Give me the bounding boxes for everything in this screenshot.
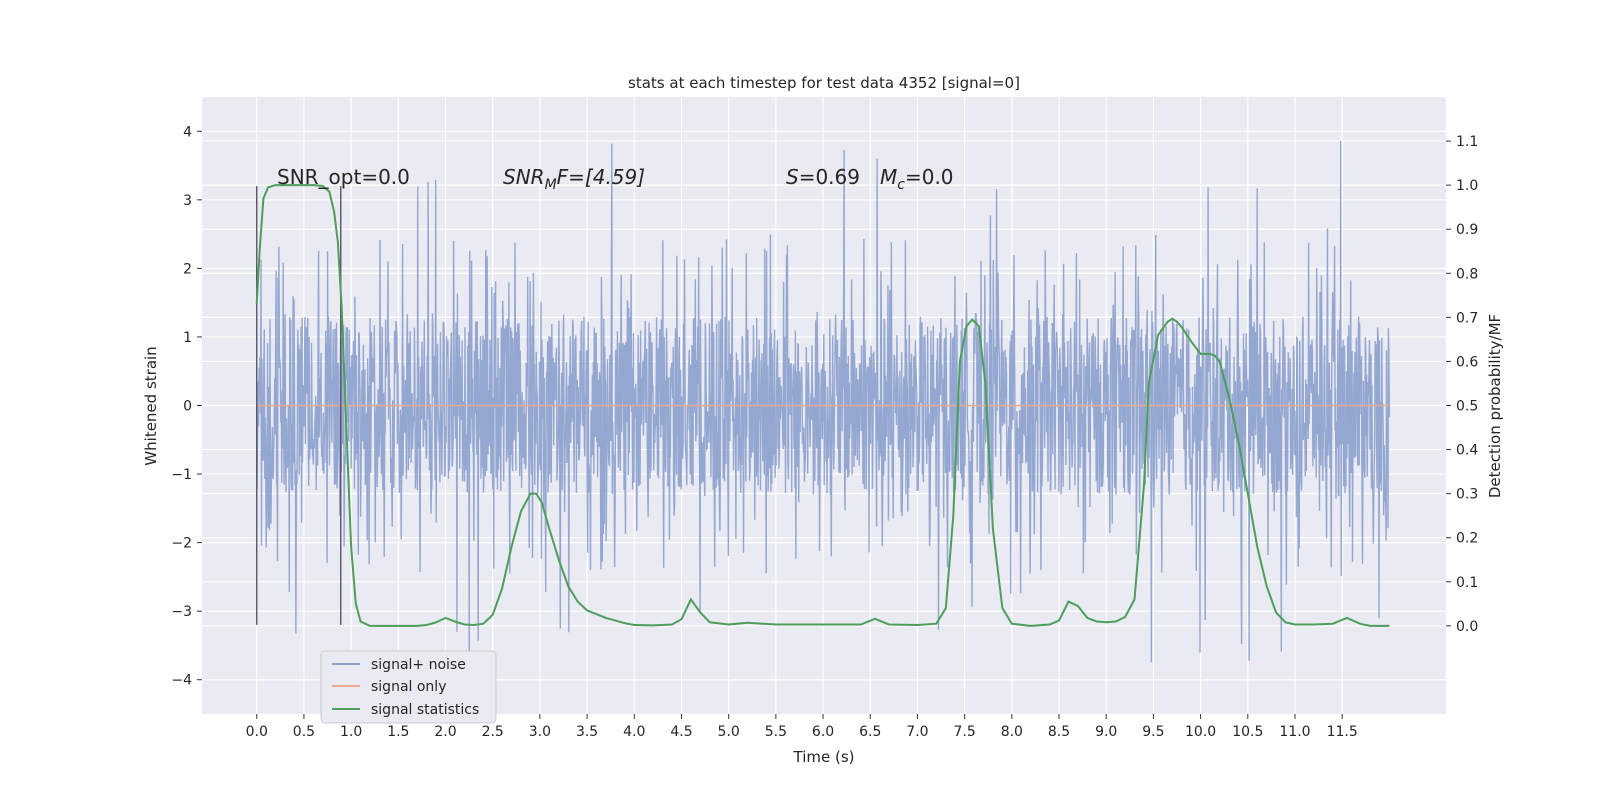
annotation-mc-main: M — [880, 165, 897, 189]
x-tick-label: 0.0 — [246, 724, 268, 740]
right-y-tick-label: 0.4 — [1456, 443, 1478, 459]
x-tick-label: 2.5 — [482, 724, 504, 740]
right-y-tick-label: 1.0 — [1456, 178, 1478, 194]
legend-label-signal-statistics: signal statistics — [371, 702, 479, 718]
x-tick-label: 6.5 — [859, 724, 881, 740]
left-y-tick-label: 4 — [183, 124, 192, 140]
annotation-s-main: S — [786, 165, 799, 189]
x-tick-label: 3.5 — [576, 724, 598, 740]
left-y-tick-label: 0 — [183, 399, 192, 415]
series-signal-noise — [256, 140, 1391, 670]
annotation-mc-rest: =0.0 — [905, 165, 954, 189]
x-tick-label: 11.0 — [1279, 724, 1310, 740]
right-y-tick-label: 0.7 — [1456, 310, 1478, 326]
x-tick-label: 9.5 — [1142, 724, 1164, 740]
right-y-tick-label: 0.9 — [1456, 222, 1478, 238]
left-y-tick-label: −1 — [171, 467, 192, 483]
legend-box — [320, 650, 497, 724]
x-tick-label: 8.5 — [1048, 724, 1070, 740]
legend-label-signal-only: signal only — [371, 679, 446, 695]
annotation-snr-mf-rest: F=[4.59] — [557, 165, 645, 189]
chart-title: stats at each timestep for test data 435… — [628, 74, 1020, 92]
right-y-tick-label: 0.8 — [1456, 266, 1478, 282]
x-tick-label: 5.5 — [765, 724, 787, 740]
series-signal-statistics — [255, 184, 1390, 627]
x-tick-label: 1.5 — [387, 724, 409, 740]
x-tick-label: 10.0 — [1185, 724, 1216, 740]
x-axis-label: Time (s) — [793, 748, 855, 766]
legend-label-signal-noise: signal+ noise — [371, 657, 466, 673]
annotation-s: S=0.69 — [786, 165, 860, 189]
annotation-snr-mf-sub: M — [545, 177, 557, 193]
x-tick-label: 8.0 — [1001, 724, 1023, 740]
x-tick-label: 4.5 — [670, 724, 692, 740]
x-tick-label: 3.0 — [529, 724, 551, 740]
right-y-tick-label: 0.5 — [1456, 399, 1478, 415]
x-tick-label: 11.5 — [1327, 724, 1358, 740]
x-tick-label: 4.0 — [623, 724, 645, 740]
left-y-tick-label: 2 — [183, 261, 192, 277]
left-y-tick-label: −2 — [171, 536, 192, 552]
annotation-mc: Mc=0.0 — [880, 165, 954, 193]
right-y-tick-label: 0.3 — [1456, 487, 1478, 503]
right-y-tick-label: 0.2 — [1456, 531, 1478, 547]
x-tick-label: 5.0 — [718, 724, 740, 740]
x-tick-label: 7.0 — [906, 724, 928, 740]
right-y-tick-label: 0.1 — [1456, 575, 1478, 591]
left-y-tick-label: −4 — [171, 673, 192, 689]
x-tick-label: 0.5 — [293, 724, 315, 740]
right-y-ticks: 0.0 0.1 0.2 0.3 0.4 0.5 0.6 0.7 0.8 0.9 1.0 1.1 — [1446, 134, 1478, 635]
left-y-ticks: −4 −3 −2 −1 0 1 2 3 4 — [171, 124, 202, 689]
right-y-axis-label: Detection probability/MF — [1486, 314, 1504, 498]
legend: signal+ noise signal only signal statist… — [320, 650, 497, 724]
x-tick-label: 10.5 — [1232, 724, 1263, 740]
overlay-lines — [255, 184, 1390, 627]
right-y-tick-label: 1.1 — [1456, 134, 1478, 150]
right-y-tick-label: 0.6 — [1456, 354, 1478, 370]
left-y-tick-label: 1 — [183, 330, 192, 346]
x-tick-label: 9.0 — [1095, 724, 1117, 740]
right-y-tick-label: 0.0 — [1456, 619, 1478, 635]
annotation-snr-opt: SNR_opt=0.0 — [277, 165, 410, 189]
left-y-tick-label: −3 — [171, 604, 192, 620]
annotation-s-rest: =0.69 — [799, 165, 860, 189]
annotation-snr-mf-main: SNR — [503, 165, 545, 189]
x-tick-label: 2.0 — [434, 724, 456, 740]
x-tick-label: 6.0 — [812, 724, 834, 740]
x-tick-label: 1.0 — [340, 724, 362, 740]
x-ticks: 0.0 0.5 1.0 1.5 2.0 2.5 3.0 3.5 4.0 4.5 5.0 5.5 6.0 6… — [246, 714, 1358, 740]
noise-series — [256, 140, 1391, 670]
x-tick-label: 7.5 — [954, 724, 976, 740]
annotation-snr-mf: SNRMF=[4.59] — [503, 165, 645, 193]
left-y-tick-label: 3 — [183, 193, 192, 209]
left-y-axis-label: Whitened strain — [142, 346, 160, 465]
annotation-mc-sub: c — [897, 177, 905, 193]
